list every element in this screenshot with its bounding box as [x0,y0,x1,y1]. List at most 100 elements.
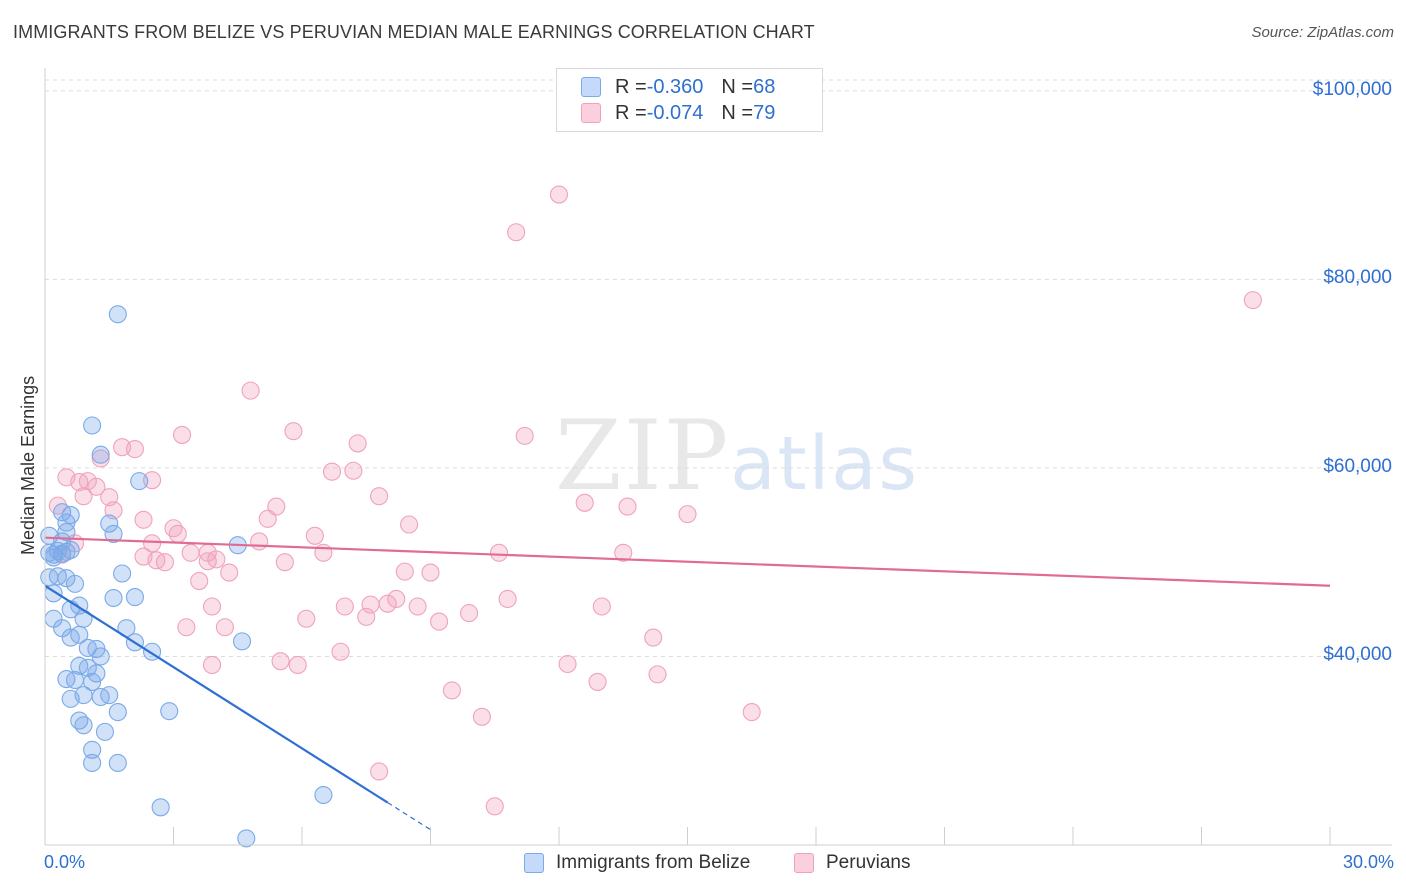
peru-n-value: 79 [753,101,776,124]
belize-point [91,647,110,666]
watermark-atlas: atlas [730,421,920,507]
peru-point [284,422,303,441]
peru-point [644,628,663,647]
belize-legend-label: Immigrants from Belize [556,852,751,873]
peru-point [322,462,342,481]
peru-point [408,597,427,616]
belize-point [104,588,123,608]
legend-item-belize: Immigrants from Belize [524,852,750,874]
source-label: Source: ZipAtlas.com [1251,24,1394,41]
peru-point [305,526,324,545]
belize-point [57,522,76,542]
y-tick-label: $80,000 [1323,267,1392,289]
peru-point [250,532,269,551]
peru-point [485,797,504,816]
peru-point [168,524,187,543]
gridlines [45,79,1392,657]
belize-point [125,588,144,607]
belize-point [95,722,115,741]
watermark-zip: ZIP [555,400,731,512]
peru-point [614,543,633,562]
y-tick-label: $40,000 [1323,644,1392,666]
belize-point [232,632,252,651]
belize-swatch [581,77,601,97]
peru-point [742,703,761,722]
peru-point [507,223,526,242]
belize-point [65,670,85,690]
belize-trend-extension [387,802,431,831]
belize-point [65,574,85,593]
peru-point [430,612,449,631]
peru-point [648,665,667,684]
peru-point [203,655,222,674]
belize-point [314,785,333,805]
y-axis-label: Median Male Earnings [18,375,38,555]
peruvians-points [48,185,1262,816]
peru-point [181,543,200,562]
peru-point [361,595,380,614]
peru-point [678,505,697,524]
belize-point [57,542,76,561]
peru-swatch [581,103,601,123]
peru-point [348,434,367,453]
peru-point [288,655,307,674]
peru-point [575,493,594,512]
peru-point [87,477,106,496]
peru-point [459,604,479,623]
peru-legend-label: Peruvians [826,852,911,873]
belize-point [83,672,102,691]
belize-point [83,416,102,435]
belize-legend-swatch [524,853,544,873]
peru-point [370,487,389,506]
peru-point [207,550,226,569]
belize-r-value: -0.360 [646,75,704,98]
belize-point [130,472,149,491]
peru-point [190,571,209,591]
peru-point [74,487,93,506]
peru-point [220,563,239,582]
belize-point [74,716,93,735]
peru-point [267,497,286,516]
axes [44,68,1392,846]
peru-r-label: R = [615,101,647,124]
peru-point [498,589,517,609]
belize-point [108,703,127,722]
peru-point [203,597,222,616]
peru-point [489,543,509,562]
peru-point [395,562,414,581]
peru-point [177,618,196,637]
y-tick-label: $100,000 [1312,78,1392,100]
belize-r-label: R = [615,75,647,98]
belize-n-value: 68 [753,75,776,98]
peru-point [155,553,174,572]
legend-item-peru: Peruvians [794,852,911,874]
peru-point [1243,291,1262,310]
peru-r-value: -0.074 [646,101,704,124]
peru-point [91,449,110,468]
peru-point [588,672,607,691]
belize-point [61,506,80,525]
belize-point [108,753,127,773]
correlation-legend: R = -0.360 N = 68 R = -0.074 N = 79 [556,68,823,132]
belize-point [87,664,106,683]
belize-point [113,564,132,583]
peru-point [215,618,234,637]
peru-point [271,652,290,671]
peru-point [421,563,440,582]
peru-point [515,426,534,445]
x-tick-max: 30.0% [1342,852,1394,872]
peru-point [275,553,294,572]
peru-point [378,594,397,613]
peru-point [558,654,577,674]
peru-point [344,461,363,480]
y-tick-label: $60,000 [1323,455,1392,477]
peru-point [400,515,419,534]
peru-point [143,534,162,553]
peru-point [143,471,162,490]
belize-point [83,753,102,773]
belize-point [108,305,127,324]
peru-point [618,497,637,516]
belize-point [237,829,256,848]
peru-point [335,597,354,616]
